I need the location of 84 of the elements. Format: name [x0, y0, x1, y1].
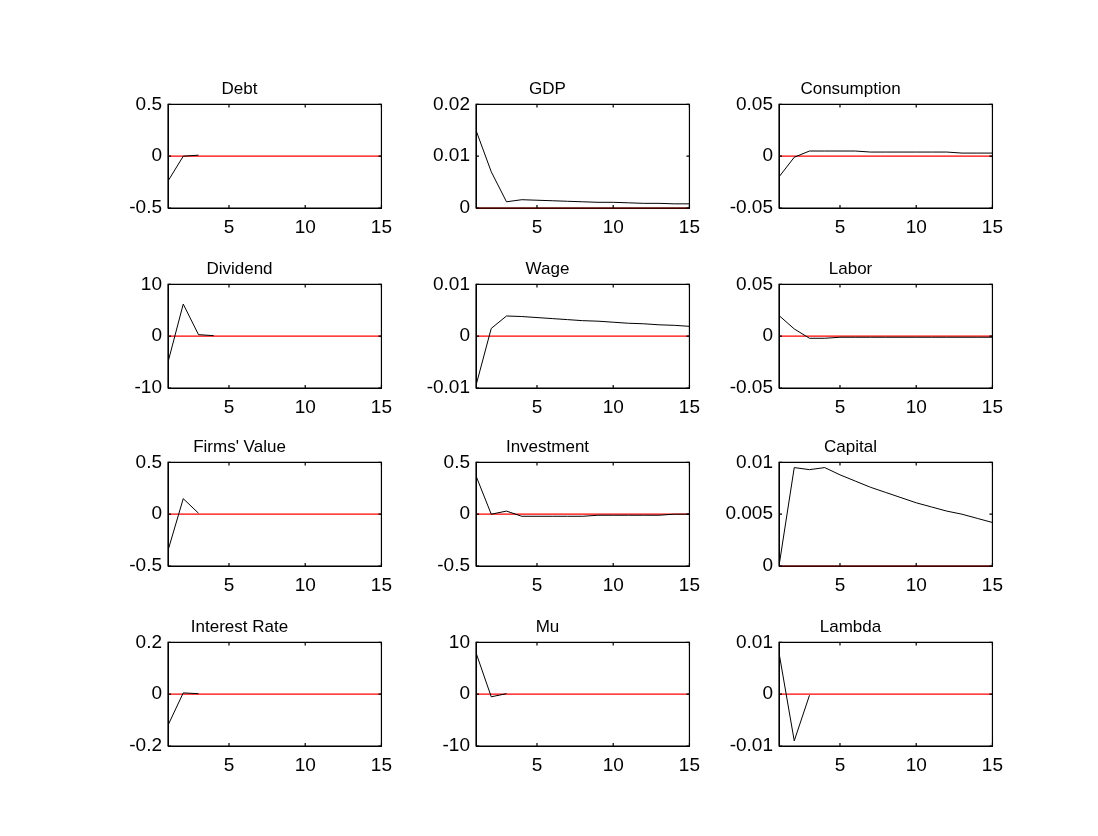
chart-title: Debt [221, 78, 258, 98]
x-tick-label: 10 [602, 753, 624, 775]
y-tick-label: -0.01 [426, 376, 470, 398]
x-tick-label: 15 [370, 395, 392, 417]
y-tick-label: 0.5 [135, 92, 162, 114]
x-tick-label: 5 [834, 573, 846, 595]
y-tick-label: 0.005 [725, 502, 773, 524]
chart-title: Consumption [800, 78, 901, 98]
y-tick-label: 0.01 [433, 272, 470, 294]
y-tick-label: -10 [134, 376, 162, 398]
y-tick-label: 0 [459, 196, 470, 218]
y-tick-label: 0.05 [736, 92, 773, 114]
y-tick-label: 0.01 [433, 144, 470, 166]
chart-title: Firms' Value [193, 436, 286, 456]
y-tick-label: 0 [151, 144, 162, 166]
x-tick-label: 5 [531, 753, 543, 775]
chart-title: Investment [505, 436, 590, 456]
y-tick-label: -0.5 [129, 554, 162, 576]
y-tick-label: -0.5 [129, 196, 162, 218]
y-tick-label: -0.2 [129, 734, 162, 756]
y-tick-label: 0 [459, 324, 470, 346]
x-tick-label: 15 [981, 573, 1003, 595]
y-tick-label: 0 [762, 324, 773, 346]
x-tick-label: 15 [981, 753, 1003, 775]
y-tick-label: 0 [151, 682, 162, 704]
y-tick-label: 0.5 [443, 450, 470, 472]
y-tick-label: 0.01 [736, 450, 773, 472]
x-tick-label: 5 [223, 395, 235, 417]
y-tick-label: -0.01 [729, 734, 773, 756]
x-tick-label: 15 [370, 215, 392, 237]
y-tick-label: 0 [762, 682, 773, 704]
chart-title: Mu [535, 616, 560, 636]
x-tick-label: 10 [905, 573, 927, 595]
x-tick-label: 15 [370, 753, 392, 775]
y-tick-label: 0 [762, 554, 773, 576]
x-tick-label: 5 [223, 215, 235, 237]
y-tick-label: 10 [448, 630, 470, 652]
x-tick-label: 5 [834, 215, 846, 237]
x-tick-label: 10 [905, 215, 927, 237]
x-tick-label: 5 [223, 573, 235, 595]
chart-title: Wage [525, 258, 570, 278]
y-tick-label: -10 [442, 734, 470, 756]
y-tick-label: 0.02 [433, 92, 470, 114]
x-tick-label: 10 [294, 395, 316, 417]
chart-title: Labor [828, 258, 873, 278]
y-tick-label: -0.05 [729, 376, 773, 398]
x-tick-label: 5 [531, 215, 543, 237]
x-tick-label: 5 [834, 395, 846, 417]
x-tick-label: 15 [678, 753, 700, 775]
chart-title: Dividend [206, 258, 273, 278]
x-tick-label: 15 [678, 215, 700, 237]
y-tick-label: 0.05 [736, 272, 773, 294]
x-tick-label: 10 [294, 215, 316, 237]
y-tick-label: -0.5 [437, 554, 470, 576]
x-tick-label: 15 [981, 395, 1003, 417]
x-tick-label: 5 [223, 753, 235, 775]
y-tick-label: 0 [151, 502, 162, 524]
y-tick-label: 0 [762, 144, 773, 166]
x-tick-label: 15 [678, 573, 700, 595]
x-tick-label: 15 [370, 573, 392, 595]
y-tick-label: -0.05 [729, 196, 773, 218]
chart-title: Lambda [819, 616, 882, 636]
x-tick-label: 10 [905, 395, 927, 417]
x-tick-label: 10 [602, 215, 624, 237]
y-tick-label: 0 [459, 502, 470, 524]
x-tick-label: 15 [981, 215, 1003, 237]
y-tick-label: 0.5 [135, 450, 162, 472]
x-tick-label: 10 [294, 573, 316, 595]
y-tick-label: 0.2 [135, 630, 162, 652]
x-tick-label: 5 [834, 753, 846, 775]
chart-title: Capital [824, 436, 877, 456]
x-tick-label: 5 [531, 573, 543, 595]
x-tick-label: 10 [294, 753, 316, 775]
x-tick-label: 10 [602, 573, 624, 595]
x-tick-label: 15 [678, 395, 700, 417]
x-tick-label: 10 [905, 753, 927, 775]
x-tick-label: 5 [531, 395, 543, 417]
y-tick-label: 0 [151, 324, 162, 346]
y-tick-label: 0.01 [736, 630, 773, 652]
chart-title: Interest Rate [190, 616, 289, 636]
x-tick-label: 10 [602, 395, 624, 417]
y-tick-label: 0 [459, 682, 470, 704]
y-tick-label: 10 [140, 272, 162, 294]
chart-title: GDP [529, 78, 566, 98]
